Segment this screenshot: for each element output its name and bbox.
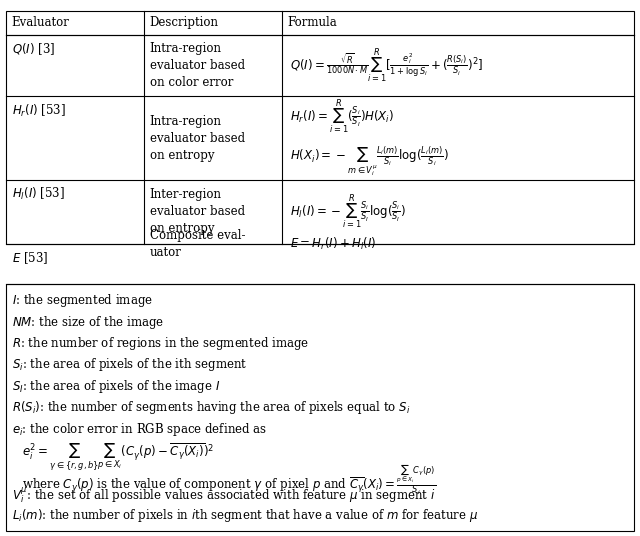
Text: $Q(I)$ [3]: $Q(I)$ [3] bbox=[12, 41, 55, 57]
Text: Intra-region
evaluator based
on entropy: Intra-region evaluator based on entropy bbox=[150, 115, 244, 161]
Text: Intra-region
evaluator based
on color error: Intra-region evaluator based on color er… bbox=[150, 42, 244, 89]
Text: Description: Description bbox=[150, 16, 218, 29]
Text: $S_i$: the area of pixels of the ith segment: $S_i$: the area of pixels of the ith seg… bbox=[12, 356, 247, 374]
Text: Evaluator: Evaluator bbox=[12, 16, 69, 29]
Text: $I$: the segmented image: $I$: the segmented image bbox=[12, 292, 152, 309]
Text: Composite eval-
uator: Composite eval- uator bbox=[150, 229, 245, 259]
Text: $L_i(m)$: the number of pixels in $i$th segment that have a value of $m$ for fea: $L_i(m)$: the number of pixels in $i$th … bbox=[12, 507, 477, 524]
Text: $R(S_i)$: the number of segments having the area of pixels equal to $S_i$: $R(S_i)$: the number of segments having … bbox=[12, 399, 410, 416]
Text: Inter-region
evaluator based
on entropy: Inter-region evaluator based on entropy bbox=[150, 188, 244, 235]
Text: $E = H_r(I) + H_l(I)$: $E = H_r(I) + H_l(I)$ bbox=[290, 236, 377, 252]
Text: $H_l(I) = -\sum_{i=1}^{R} \frac{S_i}{S_I} \log(\frac{S_i}{S_I})$: $H_l(I) = -\sum_{i=1}^{R} \frac{S_i}{S_I… bbox=[290, 192, 406, 231]
Text: $H_r(I) = \sum_{i=1}^{R}(\frac{S_i}{S_I})H(X_i)$
$H(X_i) = -\sum_{m \in V_i^{\mu: $H_r(I) = \sum_{i=1}^{R}(\frac{S_i}{S_I}… bbox=[290, 98, 449, 178]
Text: $V_i^{\mu}$: the set of all possible values associated with feature $\mu$ in seg: $V_i^{\mu}$: the set of all possible val… bbox=[12, 485, 435, 505]
Text: Formula: Formula bbox=[287, 16, 337, 29]
Text: $H_l(I)$ [53]: $H_l(I)$ [53] bbox=[12, 186, 65, 202]
Text: $e_i$: the color error in RGB space defined as: $e_i$: the color error in RGB space defi… bbox=[12, 421, 267, 438]
Text: $Q(I) = \frac{\sqrt{R}}{1000N \cdot M} \sum_{i=1}^{R}[\frac{e_i^2}{1+\log S_i} +: $Q(I) = \frac{\sqrt{R}}{1000N \cdot M} \… bbox=[290, 47, 483, 85]
Text: $e_i^2 = \sum_{\gamma \in \{r,g,b\}} \sum_{p \in X_i} (C_{\gamma}(p) - \overline: $e_i^2 = \sum_{\gamma \in \{r,g,b\}} \su… bbox=[22, 442, 214, 473]
Text: $E$ [53]: $E$ [53] bbox=[12, 250, 48, 266]
Text: $S_I$: the area of pixels of the image $I$: $S_I$: the area of pixels of the image $… bbox=[12, 378, 220, 395]
Text: where $C_{\gamma}(p)$ is the value of component $\gamma$ of pixel $p$ and $\over: where $C_{\gamma}(p)$ is the value of co… bbox=[22, 464, 436, 497]
Text: $NM$: the size of the image: $NM$: the size of the image bbox=[12, 314, 164, 331]
Text: $H_r(I)$ [53]: $H_r(I)$ [53] bbox=[12, 103, 66, 119]
Text: $R$: the number of regions in the segmented image: $R$: the number of regions in the segmen… bbox=[12, 335, 309, 352]
